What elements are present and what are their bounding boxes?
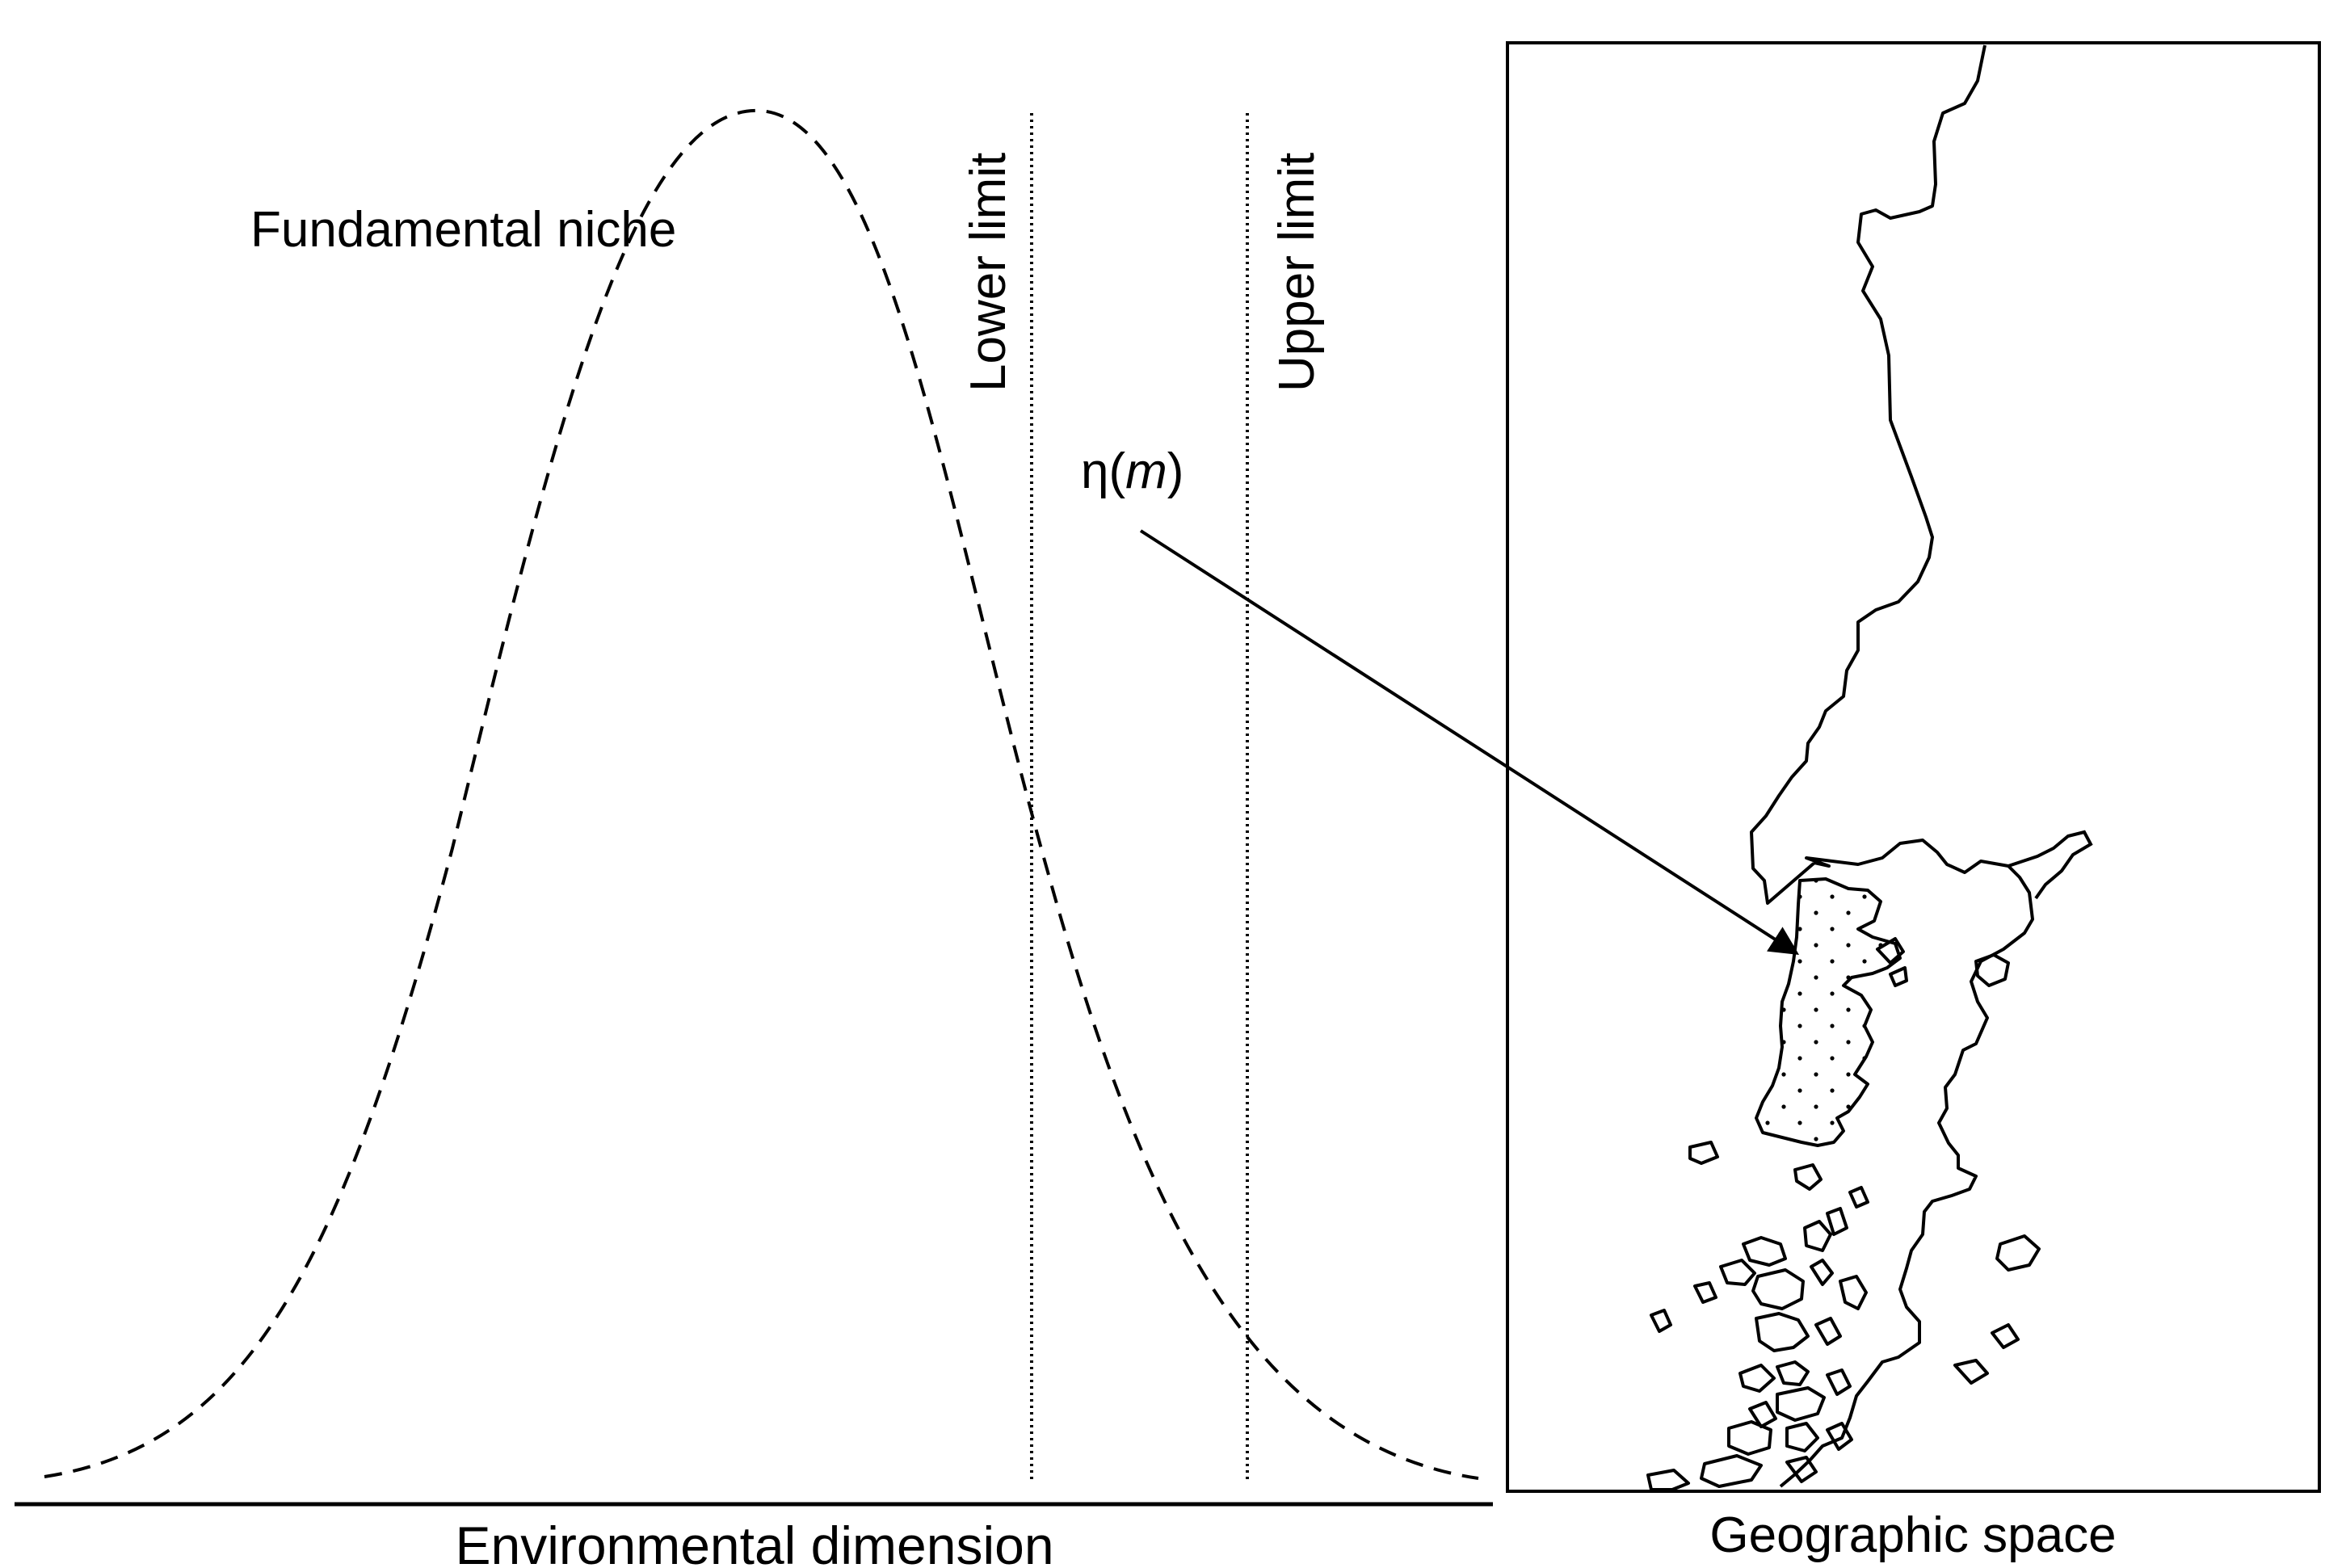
upper-limit-label: Upper limit xyxy=(1269,153,1325,392)
lower-limit-label: Lower limit xyxy=(961,153,1016,392)
fundamental-niche-label: Fundamental niche xyxy=(250,202,676,258)
mapping-symbol: η( xyxy=(1081,443,1125,499)
coastline xyxy=(1750,44,2034,1488)
geographic-panel: Geographic space xyxy=(1506,41,2321,1563)
fundamental-niche-curve xyxy=(44,108,1479,1480)
highlighted-region xyxy=(1755,877,1902,1147)
geographic-space-label: Geographic space xyxy=(1709,1507,2116,1563)
mapping-close: ) xyxy=(1167,443,1184,499)
mapping-arrow xyxy=(1139,529,1800,955)
x-axis-label: Environmental dimension xyxy=(455,1515,1053,1568)
inlet-upper xyxy=(2008,830,2093,900)
map-frame xyxy=(1506,41,2321,1493)
niche-panel: Fundamental niche Lower limit Upper limi… xyxy=(15,108,1493,1568)
islands xyxy=(1646,937,2041,1491)
mapping-label: η(m) xyxy=(1081,443,1184,499)
mapping-argument: m xyxy=(1125,443,1167,499)
